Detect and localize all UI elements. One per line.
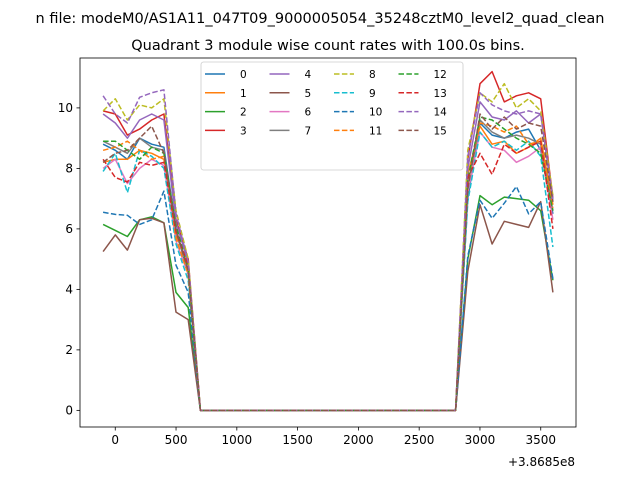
- x-axis: 0 500 1000 1500 2000 2500 3000 3500: [111, 427, 556, 447]
- legend-label-8: 8: [369, 69, 376, 81]
- y-tick-label: 8: [65, 161, 73, 175]
- legend-label-0: 0: [240, 69, 247, 81]
- series-line-15: [102, 113, 554, 412]
- y-tick-label: 4: [65, 282, 73, 296]
- legend-label-14: 14: [434, 107, 448, 119]
- axes-frame: [79, 57, 577, 428]
- series-line-5: [102, 200, 554, 412]
- legend-label-12: 12: [434, 69, 447, 81]
- legend-label-4: 4: [305, 69, 312, 81]
- plot-area: [79, 57, 577, 428]
- x-offset-label: +3.8685e8: [508, 455, 575, 469]
- x-tick-label: 3500: [525, 433, 556, 447]
- legend-label-13: 13: [434, 88, 447, 100]
- legend-label-15: 15: [434, 125, 447, 137]
- x-tick-label: 1000: [222, 433, 253, 447]
- x-tick-label: 1500: [282, 433, 313, 447]
- legend-label-7: 7: [305, 125, 312, 137]
- x-tick-label: 3000: [465, 433, 496, 447]
- x-tick-label: 500: [165, 433, 188, 447]
- legend-label-6: 6: [305, 107, 312, 119]
- figure-suptitle: n file: modeM0/AS1A11_047T09_9000005054_…: [36, 11, 605, 27]
- y-tick-label: 2: [65, 343, 73, 357]
- y-axis: 0 2 4 6 8 10: [58, 101, 80, 417]
- series-line-14: [102, 89, 554, 412]
- y-tick-label: 10: [58, 101, 73, 115]
- chart-title: Quadrant 3 module wise count rates with …: [131, 38, 525, 54]
- x-tick-label: 2500: [404, 433, 435, 447]
- legend-label-11: 11: [369, 125, 382, 137]
- x-tick-label: 2000: [343, 433, 374, 447]
- x-tick-label: 0: [111, 433, 119, 447]
- legend-label-3: 3: [240, 125, 247, 137]
- legend-label-2: 2: [240, 107, 247, 119]
- y-tick-label: 0: [65, 403, 73, 417]
- legend-box: [200, 61, 464, 171]
- y-tick-label: 6: [65, 222, 73, 236]
- legend-label-1: 1: [240, 88, 247, 100]
- legend-label-5: 5: [305, 88, 312, 100]
- legend-label-9: 9: [369, 88, 376, 100]
- legend-label-10: 10: [369, 107, 382, 119]
